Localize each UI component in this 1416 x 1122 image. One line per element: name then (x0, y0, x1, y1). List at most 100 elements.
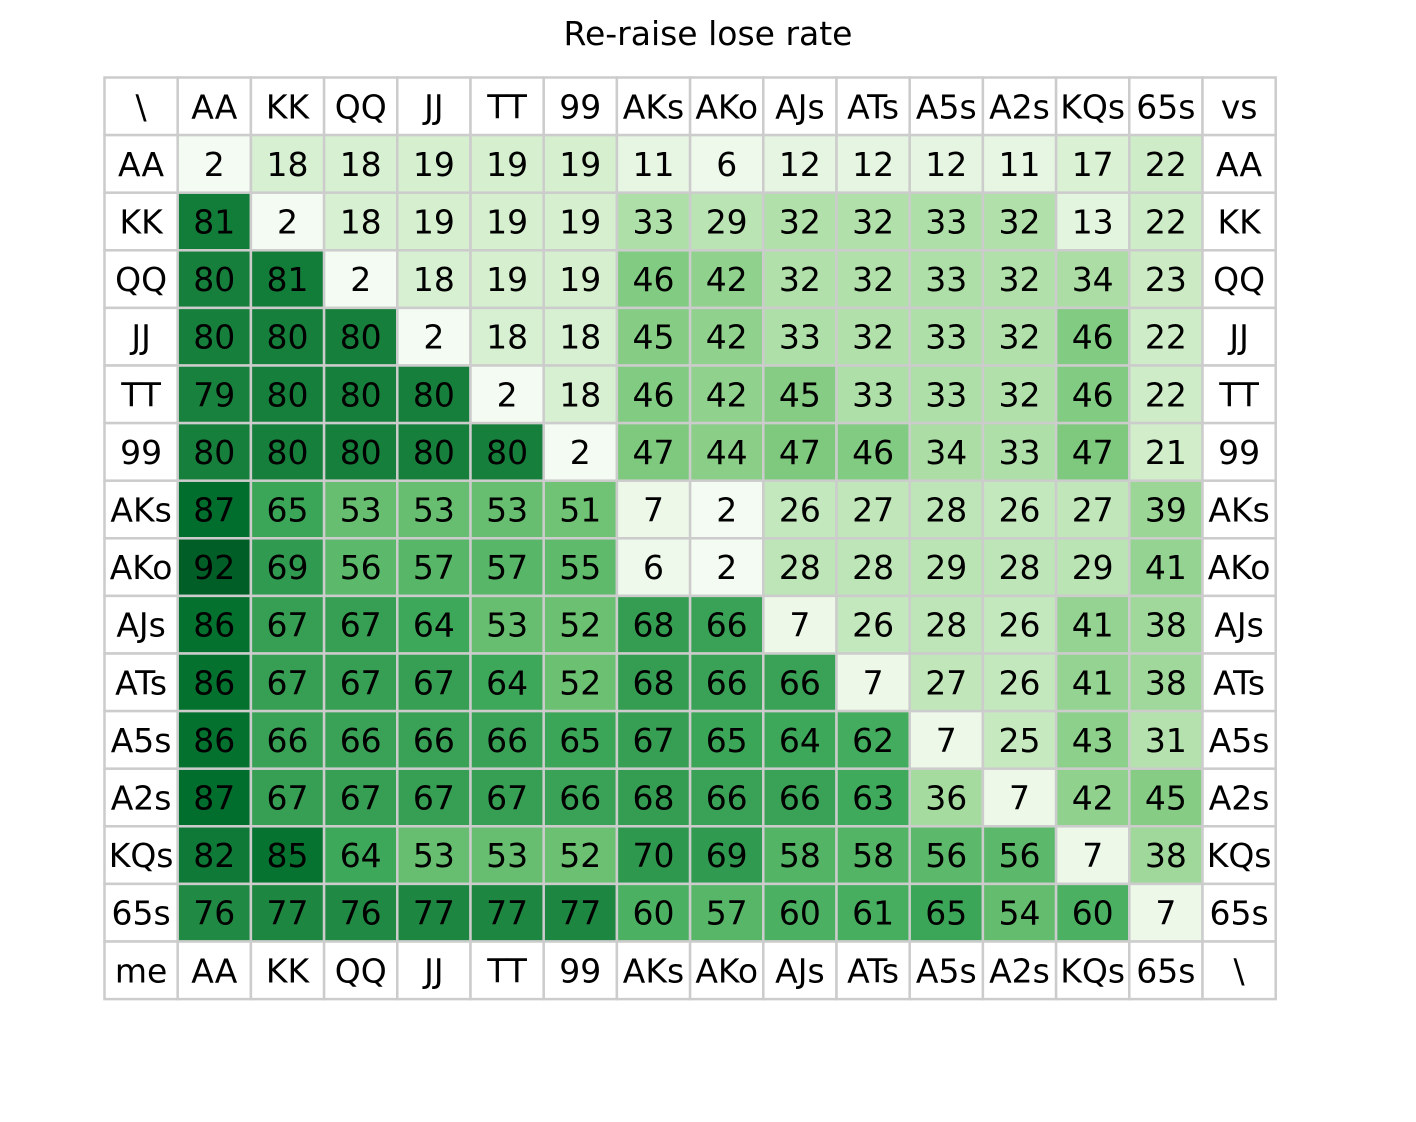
heatmap-cell-text: 2 (350, 260, 371, 299)
heatmap-cell-text: 11 (999, 145, 1041, 184)
heatmap-cell: 86 (176, 652, 253, 713)
heatmap-cell-text: 86 (193, 606, 235, 645)
heatmap-cell-text: 53 (486, 836, 528, 875)
heatmap-cell-text: 46 (1072, 375, 1114, 414)
heatmap-cell-text: 82 (193, 836, 235, 875)
heatmap-cell: 41 (1054, 594, 1131, 655)
column-header-bottom-box (542, 940, 619, 1001)
column-header-top: AKo (688, 76, 765, 137)
column-header-top-text: JJ (422, 87, 443, 126)
heatmap-cell-text: 69 (706, 836, 748, 875)
row-header-right: KK (1201, 191, 1277, 252)
row-header-left: KK (103, 191, 179, 252)
heatmap-cell: 33 (981, 421, 1058, 482)
heatmap-cell-text: 27 (852, 491, 894, 530)
heatmap-cell: 28 (762, 537, 838, 598)
heatmap-cell: 34 (1054, 249, 1131, 310)
row-header-right-box (1201, 537, 1277, 598)
heatmap-cell: 66 (249, 709, 326, 770)
row-header-left: 65s (103, 882, 179, 943)
heatmap-cell: 22 (1128, 191, 1204, 252)
heatmap-cell-text: 2 (497, 375, 518, 414)
heatmap-cell-text: 26 (999, 663, 1041, 702)
row-header-right-box (1201, 191, 1277, 252)
heatmap-cell-text: 27 (1072, 491, 1114, 530)
heatmap-cell: 2 (176, 133, 253, 194)
heatmap-cell-text: 12 (925, 145, 967, 184)
heatmap-cell-text: 36 (925, 779, 967, 818)
heatmap-cell: 46 (1054, 364, 1131, 425)
row-header-right-box (1201, 709, 1277, 770)
heatmap-cell-box (176, 249, 253, 310)
heatmap-cell: 6 (615, 537, 692, 598)
heatmap-cell-box (469, 709, 545, 770)
heatmap-cell: 68 (615, 594, 692, 655)
column-header-bottom: JJ (396, 940, 472, 1001)
heatmap-cell: 60 (762, 882, 838, 943)
corner-label-bottom-right-text: \ (1234, 951, 1246, 990)
heatmap-cell: 31 (1128, 709, 1204, 770)
heatmap-cell: 19 (542, 133, 619, 194)
heatmap-cell-box (396, 537, 472, 598)
heatmap-cell-box (762, 767, 838, 828)
heatmap-cell: 7 (908, 709, 985, 770)
heatmap-cell-box (835, 249, 911, 310)
heatmap-cell: 7 (762, 594, 838, 655)
heatmap-cell-text: 64 (340, 836, 382, 875)
heatmap-cell: 87 (176, 479, 253, 540)
heatmap-cell-text: 19 (413, 203, 455, 242)
corner-label-top-left-text: \ (136, 87, 148, 126)
heatmap-cell-text: 34 (925, 433, 967, 472)
heatmap-cell: 67 (322, 652, 399, 713)
column-header-bottom-box (322, 940, 399, 1001)
row-header-right-text: AA (1216, 145, 1262, 184)
heatmap-cell: 2 (688, 537, 765, 598)
heatmap-cell-text: 80 (413, 433, 455, 472)
heatmap-cell: 69 (688, 825, 765, 886)
heatmap-cell-text: 80 (193, 260, 235, 299)
column-header-bottom: QQ (322, 940, 399, 1001)
heatmap-cell-text: 57 (706, 894, 748, 933)
heatmap-cell: 67 (469, 767, 545, 828)
heatmap-cell: 64 (396, 594, 472, 655)
heatmap-cell-text: 19 (486, 260, 528, 299)
row-header-right-text: A5s (1209, 721, 1270, 760)
heatmap-cell-text: 46 (852, 433, 894, 472)
heatmap-cell-text: 66 (706, 606, 748, 645)
row-header-left: TT (103, 364, 179, 425)
heatmap-cell-text: 64 (486, 663, 528, 702)
corner-label-bottom-right-box (1201, 940, 1277, 1001)
row-header-right-box (1201, 767, 1277, 828)
row-header-left: 99 (103, 421, 179, 482)
heatmap-cell: 19 (542, 191, 619, 252)
heatmap-cell: 67 (249, 767, 326, 828)
column-header-top-text: A5s (916, 87, 977, 126)
column-header-bottom: AKs (615, 940, 692, 1001)
heatmap-cell-text: 67 (340, 606, 382, 645)
heatmap-cell-text: 76 (193, 894, 235, 933)
column-header-top-box (981, 76, 1058, 137)
heatmap-cell: 80 (249, 421, 326, 482)
heatmap-cell-text: 28 (852, 548, 894, 587)
heatmap-cell-text: 22 (1145, 145, 1187, 184)
heatmap-cell-box (688, 191, 765, 252)
row-header-left-box (103, 133, 179, 194)
heatmap-cell: 77 (469, 882, 545, 943)
heatmap-cell-box (1054, 537, 1131, 598)
heatmap-cell-text: 32 (779, 203, 821, 242)
column-header-bottom-text: A2s (989, 951, 1050, 990)
heatmap-cell-box (688, 882, 765, 943)
heatmap-cell-box (762, 479, 838, 540)
column-header-bottom-text: AKs (623, 951, 684, 990)
row-header-right: AKo (1201, 537, 1277, 598)
heatmap-cell-text: 52 (559, 606, 601, 645)
heatmap-cell-text: 39 (1145, 491, 1187, 530)
heatmap-cell-box (469, 249, 545, 310)
heatmap-cell: 67 (249, 594, 326, 655)
column-header-top: JJ (396, 76, 472, 137)
heatmap-cell-text: 25 (999, 721, 1041, 760)
heatmap-cell-text: 42 (706, 260, 748, 299)
heatmap-cell-box (688, 594, 765, 655)
row-header-right-text: QQ (1213, 260, 1265, 299)
